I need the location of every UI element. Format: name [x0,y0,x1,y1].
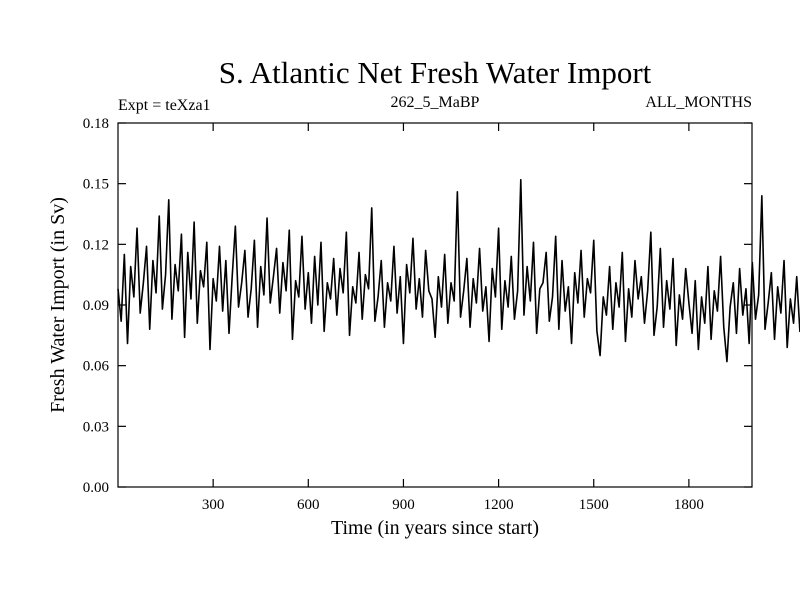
y-axis: 0.00 0.03 0.06 0.09 0.12 0.15 0.18 [83,116,752,496]
y-axis-label: Fresh Water Import (in Sv) [47,197,69,413]
y-tick-label: 0.15 [83,177,109,193]
x-tick-label: 1500 [579,497,609,513]
x-tick-label: 900 [392,497,415,513]
x-tick-label: 600 [297,497,320,513]
x-tick-label: 300 [202,497,225,513]
y-tick-label: 0.06 [83,359,110,375]
y-tick-label: 0.09 [83,298,109,314]
y-tick-label: 0.03 [83,419,109,435]
subtitle-months: ALL_MONTHS [645,94,752,111]
series-line [117,178,800,363]
x-tick-label: 1200 [484,497,514,513]
x-axis-label: Time (in years since start) [331,517,539,539]
y-tick-label: 0.12 [83,237,109,253]
y-tick-label: 0.18 [83,116,109,132]
y-tick-label: 0.00 [83,480,109,496]
x-axis: 300 600 900 1200 1500 1800 [202,123,704,513]
subtitle-period: 262_5_MaBP [391,94,480,111]
chart-title: S. Atlantic Net Fresh Water Import [219,55,652,90]
x-tick-label: 1800 [674,497,704,513]
subtitle-expt: Expt = teXza1 [118,97,211,114]
